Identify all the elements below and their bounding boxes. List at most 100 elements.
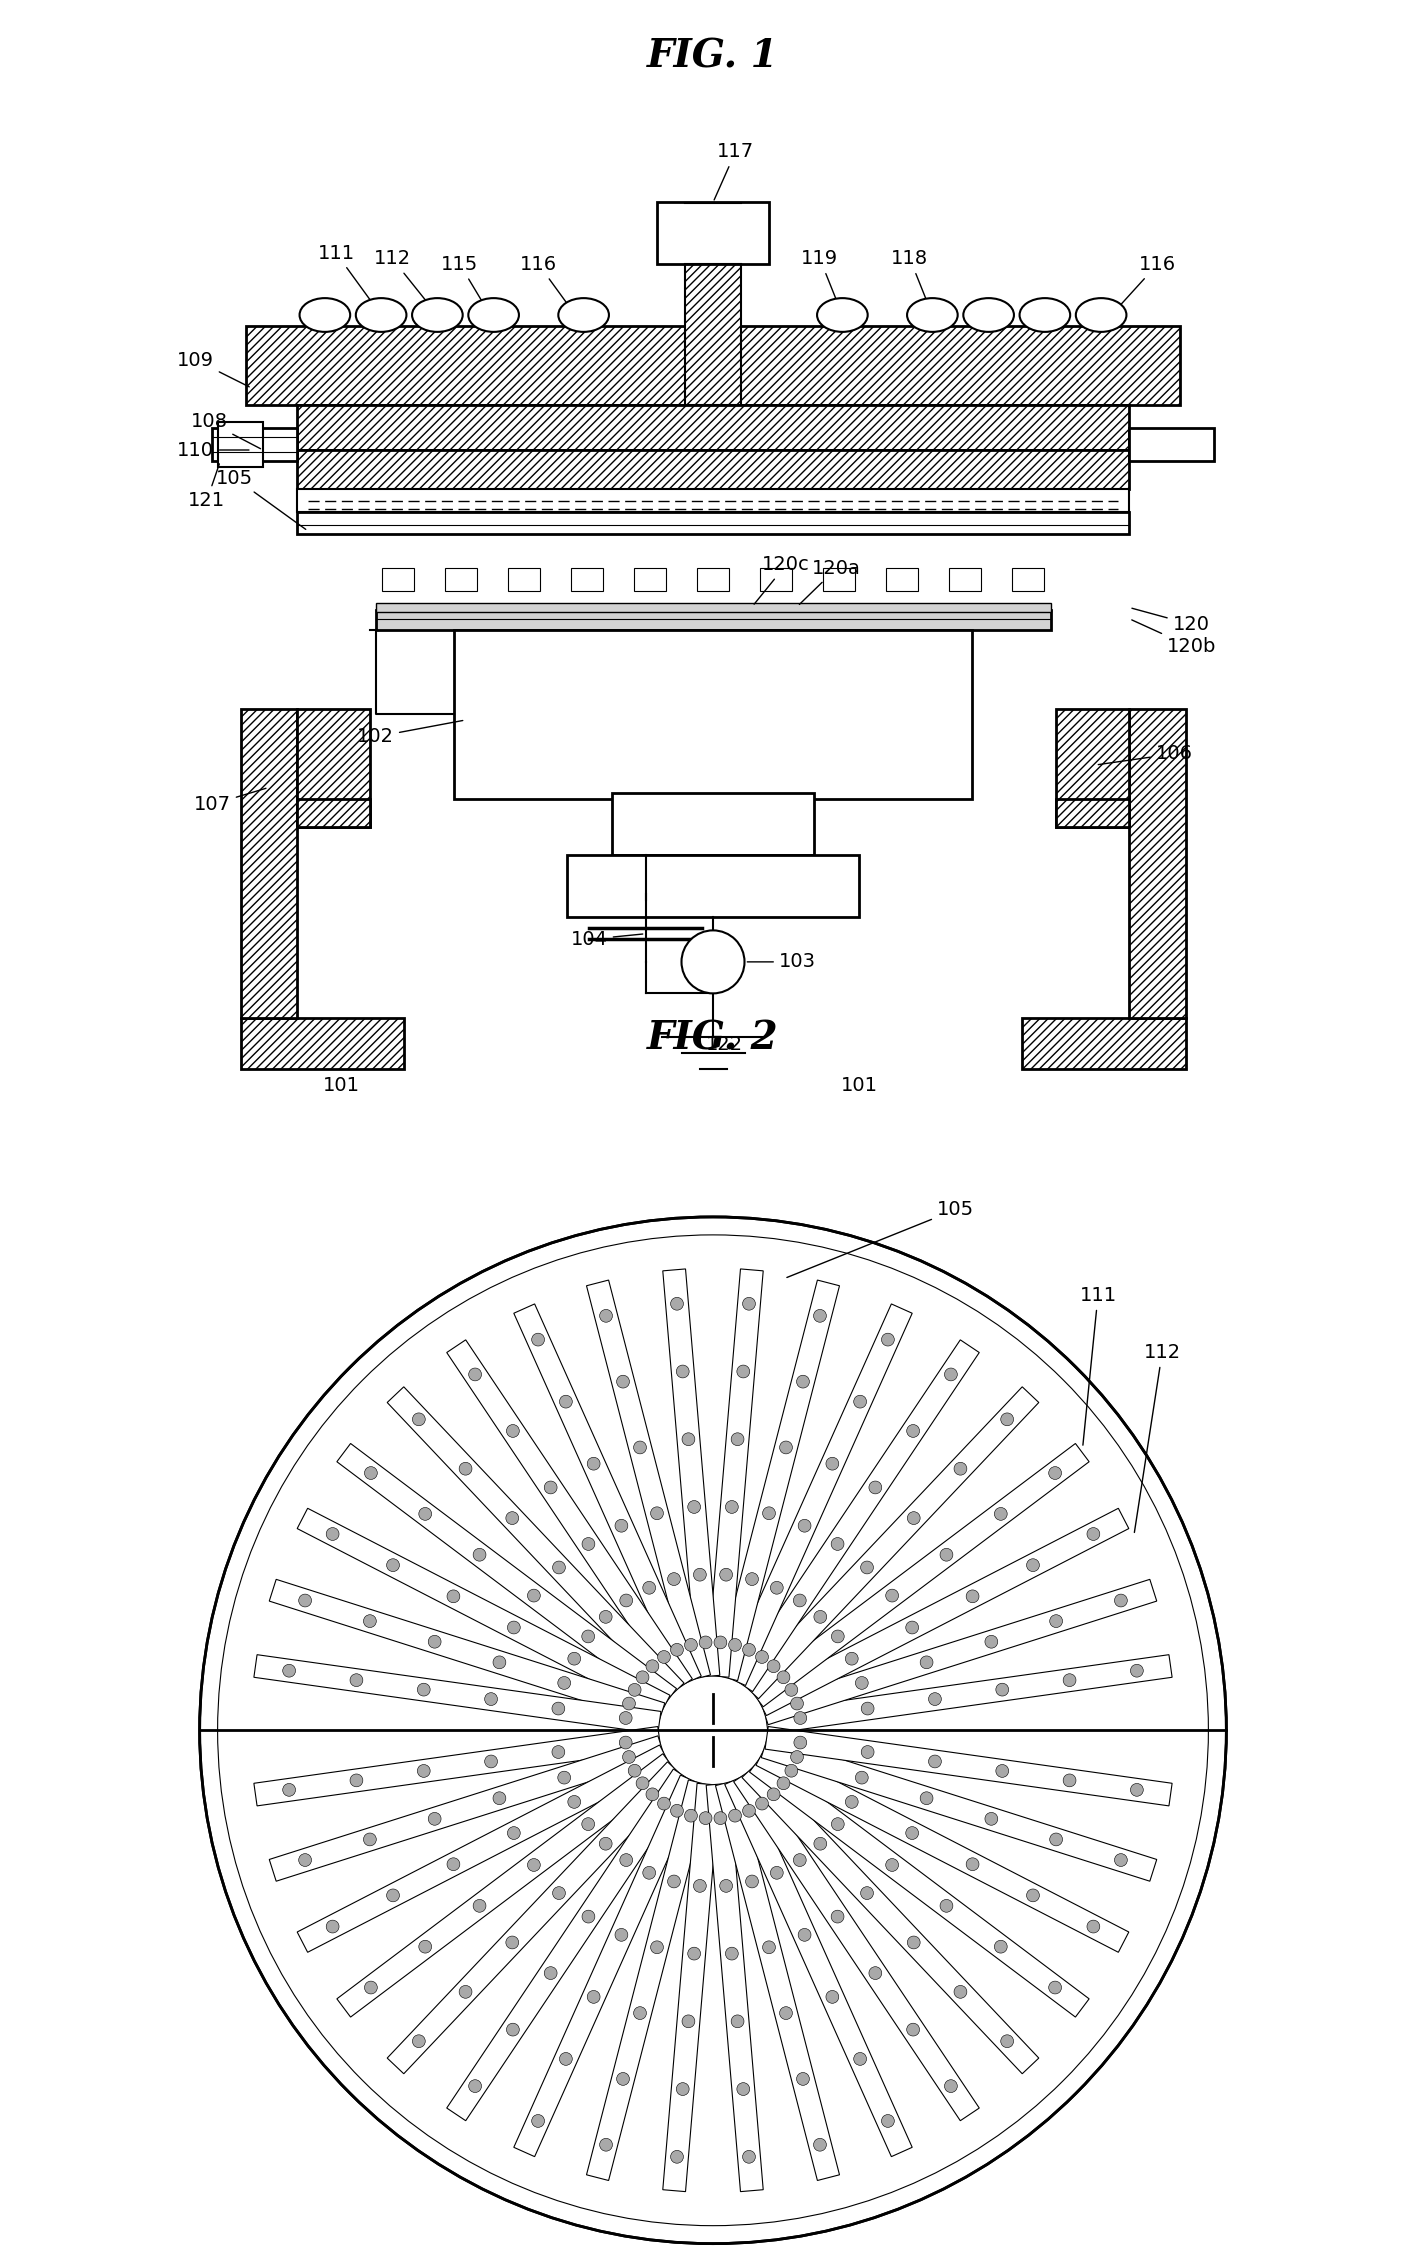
Circle shape xyxy=(831,1910,844,1924)
Circle shape xyxy=(559,1395,572,1408)
Text: 117: 117 xyxy=(714,142,754,200)
Text: ~: ~ xyxy=(706,954,720,972)
Polygon shape xyxy=(756,1508,1129,1714)
Bar xyxy=(1057,709,1129,826)
Circle shape xyxy=(1131,1665,1144,1676)
Circle shape xyxy=(619,1737,632,1748)
Bar xyxy=(697,567,729,590)
Circle shape xyxy=(907,1424,920,1438)
Circle shape xyxy=(636,1672,649,1683)
Circle shape xyxy=(200,1217,1226,2243)
Bar xyxy=(1057,799,1129,826)
Circle shape xyxy=(646,1660,659,1672)
Circle shape xyxy=(767,1660,780,1672)
Polygon shape xyxy=(706,1784,763,2192)
Bar xyxy=(445,567,476,590)
Circle shape xyxy=(944,2079,957,2092)
Text: 118: 118 xyxy=(891,250,931,313)
Circle shape xyxy=(1001,1413,1014,1426)
Bar xyxy=(297,450,1129,488)
Circle shape xyxy=(599,1310,612,1323)
Circle shape xyxy=(799,1928,811,1942)
Circle shape xyxy=(428,1814,441,1825)
Polygon shape xyxy=(663,1784,720,2192)
Circle shape xyxy=(558,1771,570,1784)
Circle shape xyxy=(687,1501,700,1514)
Bar xyxy=(375,610,1051,630)
Bar xyxy=(508,567,540,590)
Circle shape xyxy=(763,1942,776,1953)
Circle shape xyxy=(643,1868,656,1879)
Polygon shape xyxy=(716,1280,840,1681)
Text: FIG. 2: FIG. 2 xyxy=(647,1019,779,1058)
Circle shape xyxy=(623,1750,636,1764)
Text: 112: 112 xyxy=(374,250,435,313)
Circle shape xyxy=(746,1874,759,1888)
Circle shape xyxy=(616,2072,629,2086)
Circle shape xyxy=(907,1512,920,1526)
Bar xyxy=(1129,709,1185,1017)
Circle shape xyxy=(831,1629,844,1642)
Circle shape xyxy=(861,1562,874,1575)
Text: 101: 101 xyxy=(324,1076,361,1096)
Circle shape xyxy=(506,1424,519,1438)
Circle shape xyxy=(459,1462,472,1476)
Circle shape xyxy=(967,1591,980,1602)
Circle shape xyxy=(940,1548,953,1561)
Circle shape xyxy=(720,1568,733,1582)
Circle shape xyxy=(419,1940,432,1953)
Circle shape xyxy=(473,1548,486,1561)
Text: 106: 106 xyxy=(1098,745,1192,765)
Circle shape xyxy=(1115,1593,1128,1606)
Circle shape xyxy=(623,1696,636,1710)
Bar xyxy=(657,202,769,263)
Text: 111: 111 xyxy=(1079,1285,1117,1445)
Text: 115: 115 xyxy=(441,254,492,317)
Circle shape xyxy=(814,1310,827,1323)
Circle shape xyxy=(1048,1980,1061,1994)
Polygon shape xyxy=(270,1735,665,1881)
Circle shape xyxy=(446,1858,459,1870)
Bar xyxy=(566,855,860,918)
Polygon shape xyxy=(761,1580,1156,1726)
Circle shape xyxy=(419,1508,432,1521)
Polygon shape xyxy=(446,1339,693,1692)
Circle shape xyxy=(907,2023,920,2036)
Polygon shape xyxy=(297,1508,670,1714)
Circle shape xyxy=(588,1458,600,1469)
Polygon shape xyxy=(750,1753,1089,2016)
Text: 122: 122 xyxy=(706,1035,743,1053)
Polygon shape xyxy=(337,1753,676,2016)
Circle shape xyxy=(687,1946,700,1960)
Circle shape xyxy=(428,1636,441,1649)
Circle shape xyxy=(619,1712,632,1724)
Ellipse shape xyxy=(356,297,406,331)
Circle shape xyxy=(856,1771,868,1784)
Circle shape xyxy=(846,1652,858,1665)
Circle shape xyxy=(298,1854,311,1868)
Circle shape xyxy=(799,1519,811,1532)
Text: 116: 116 xyxy=(520,254,582,324)
Circle shape xyxy=(568,1796,580,1809)
Circle shape xyxy=(473,1899,486,1912)
Circle shape xyxy=(670,1804,683,1818)
Circle shape xyxy=(446,1591,459,1602)
Polygon shape xyxy=(716,1780,840,2180)
Ellipse shape xyxy=(559,297,609,331)
Bar xyxy=(1129,428,1214,461)
Bar xyxy=(635,567,666,590)
Text: 101: 101 xyxy=(841,1076,878,1096)
Circle shape xyxy=(881,1334,894,1346)
Circle shape xyxy=(767,1789,780,1800)
Circle shape xyxy=(699,1636,712,1649)
Text: 112: 112 xyxy=(1134,1343,1181,1532)
Ellipse shape xyxy=(468,297,519,331)
Bar xyxy=(218,423,262,466)
Circle shape xyxy=(881,2115,894,2126)
Circle shape xyxy=(743,1298,756,1310)
Circle shape xyxy=(770,1582,783,1595)
Circle shape xyxy=(1115,1854,1128,1868)
Circle shape xyxy=(684,1809,697,1822)
Circle shape xyxy=(386,1559,399,1570)
Circle shape xyxy=(684,1638,697,1652)
